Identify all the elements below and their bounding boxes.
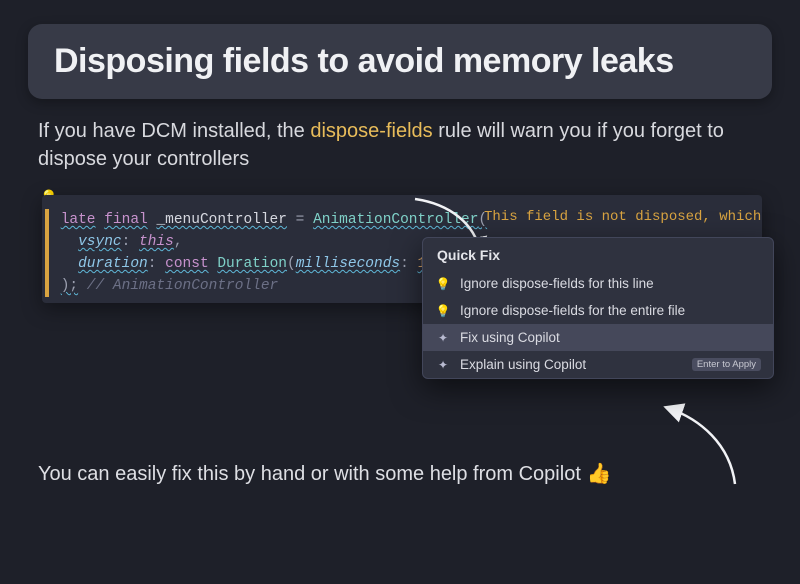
bulb-icon: 💡 [435, 304, 451, 318]
quick-fix-item-label: Explain using Copilot [460, 357, 586, 372]
keyboard-hint: Enter to Apply [692, 358, 761, 371]
quick-fix-item-label: Ignore dispose-fields for this line [460, 276, 654, 291]
footer-text: You can easily fix this by hand or with … [38, 461, 762, 486]
quick-fix-copilot-explain[interactable]: ✦ Explain using Copilot Enter to Apply [423, 351, 773, 378]
thumbs-up-icon: 👍 [586, 463, 611, 485]
quick-fix-item-label: Ignore dispose-fields for the entire fil… [460, 303, 685, 318]
sparkle-icon: ✦ [435, 331, 451, 345]
quick-fix-ignore-file[interactable]: 💡 Ignore dispose-fields for the entire f… [423, 297, 773, 324]
quick-fix-copilot-fix[interactable]: ✦ Fix using Copilot [423, 324, 773, 351]
editor-region: 💡 late final _menuController = Animation… [42, 195, 762, 303]
page-title: Disposing fields to avoid memory leaks [54, 42, 746, 81]
title-banner: Disposing fields to avoid memory leaks [28, 24, 772, 99]
subtitle: If you have DCM installed, the dispose-f… [38, 117, 762, 173]
quick-fix-ignore-line[interactable]: 💡 Ignore dispose-fields for this line [423, 270, 773, 297]
rule-name-highlight: dispose-fields [310, 120, 432, 142]
inline-lint-message: This field is not disposed, which [484, 209, 762, 225]
footer-copy: You can easily fix this by hand or with … [38, 463, 586, 485]
warning-gutter [42, 209, 52, 297]
sparkle-icon: ✦ [435, 358, 451, 372]
quick-fix-item-label: Fix using Copilot [460, 330, 560, 345]
subtitle-pre: If you have DCM installed, the [38, 120, 310, 142]
quick-fix-popup: Quick Fix 💡 Ignore dispose-fields for th… [422, 237, 774, 379]
quick-fix-title: Quick Fix [423, 238, 773, 270]
code-editor-panel: late final _menuController = AnimationCo… [42, 195, 762, 303]
bulb-icon: 💡 [435, 277, 451, 291]
